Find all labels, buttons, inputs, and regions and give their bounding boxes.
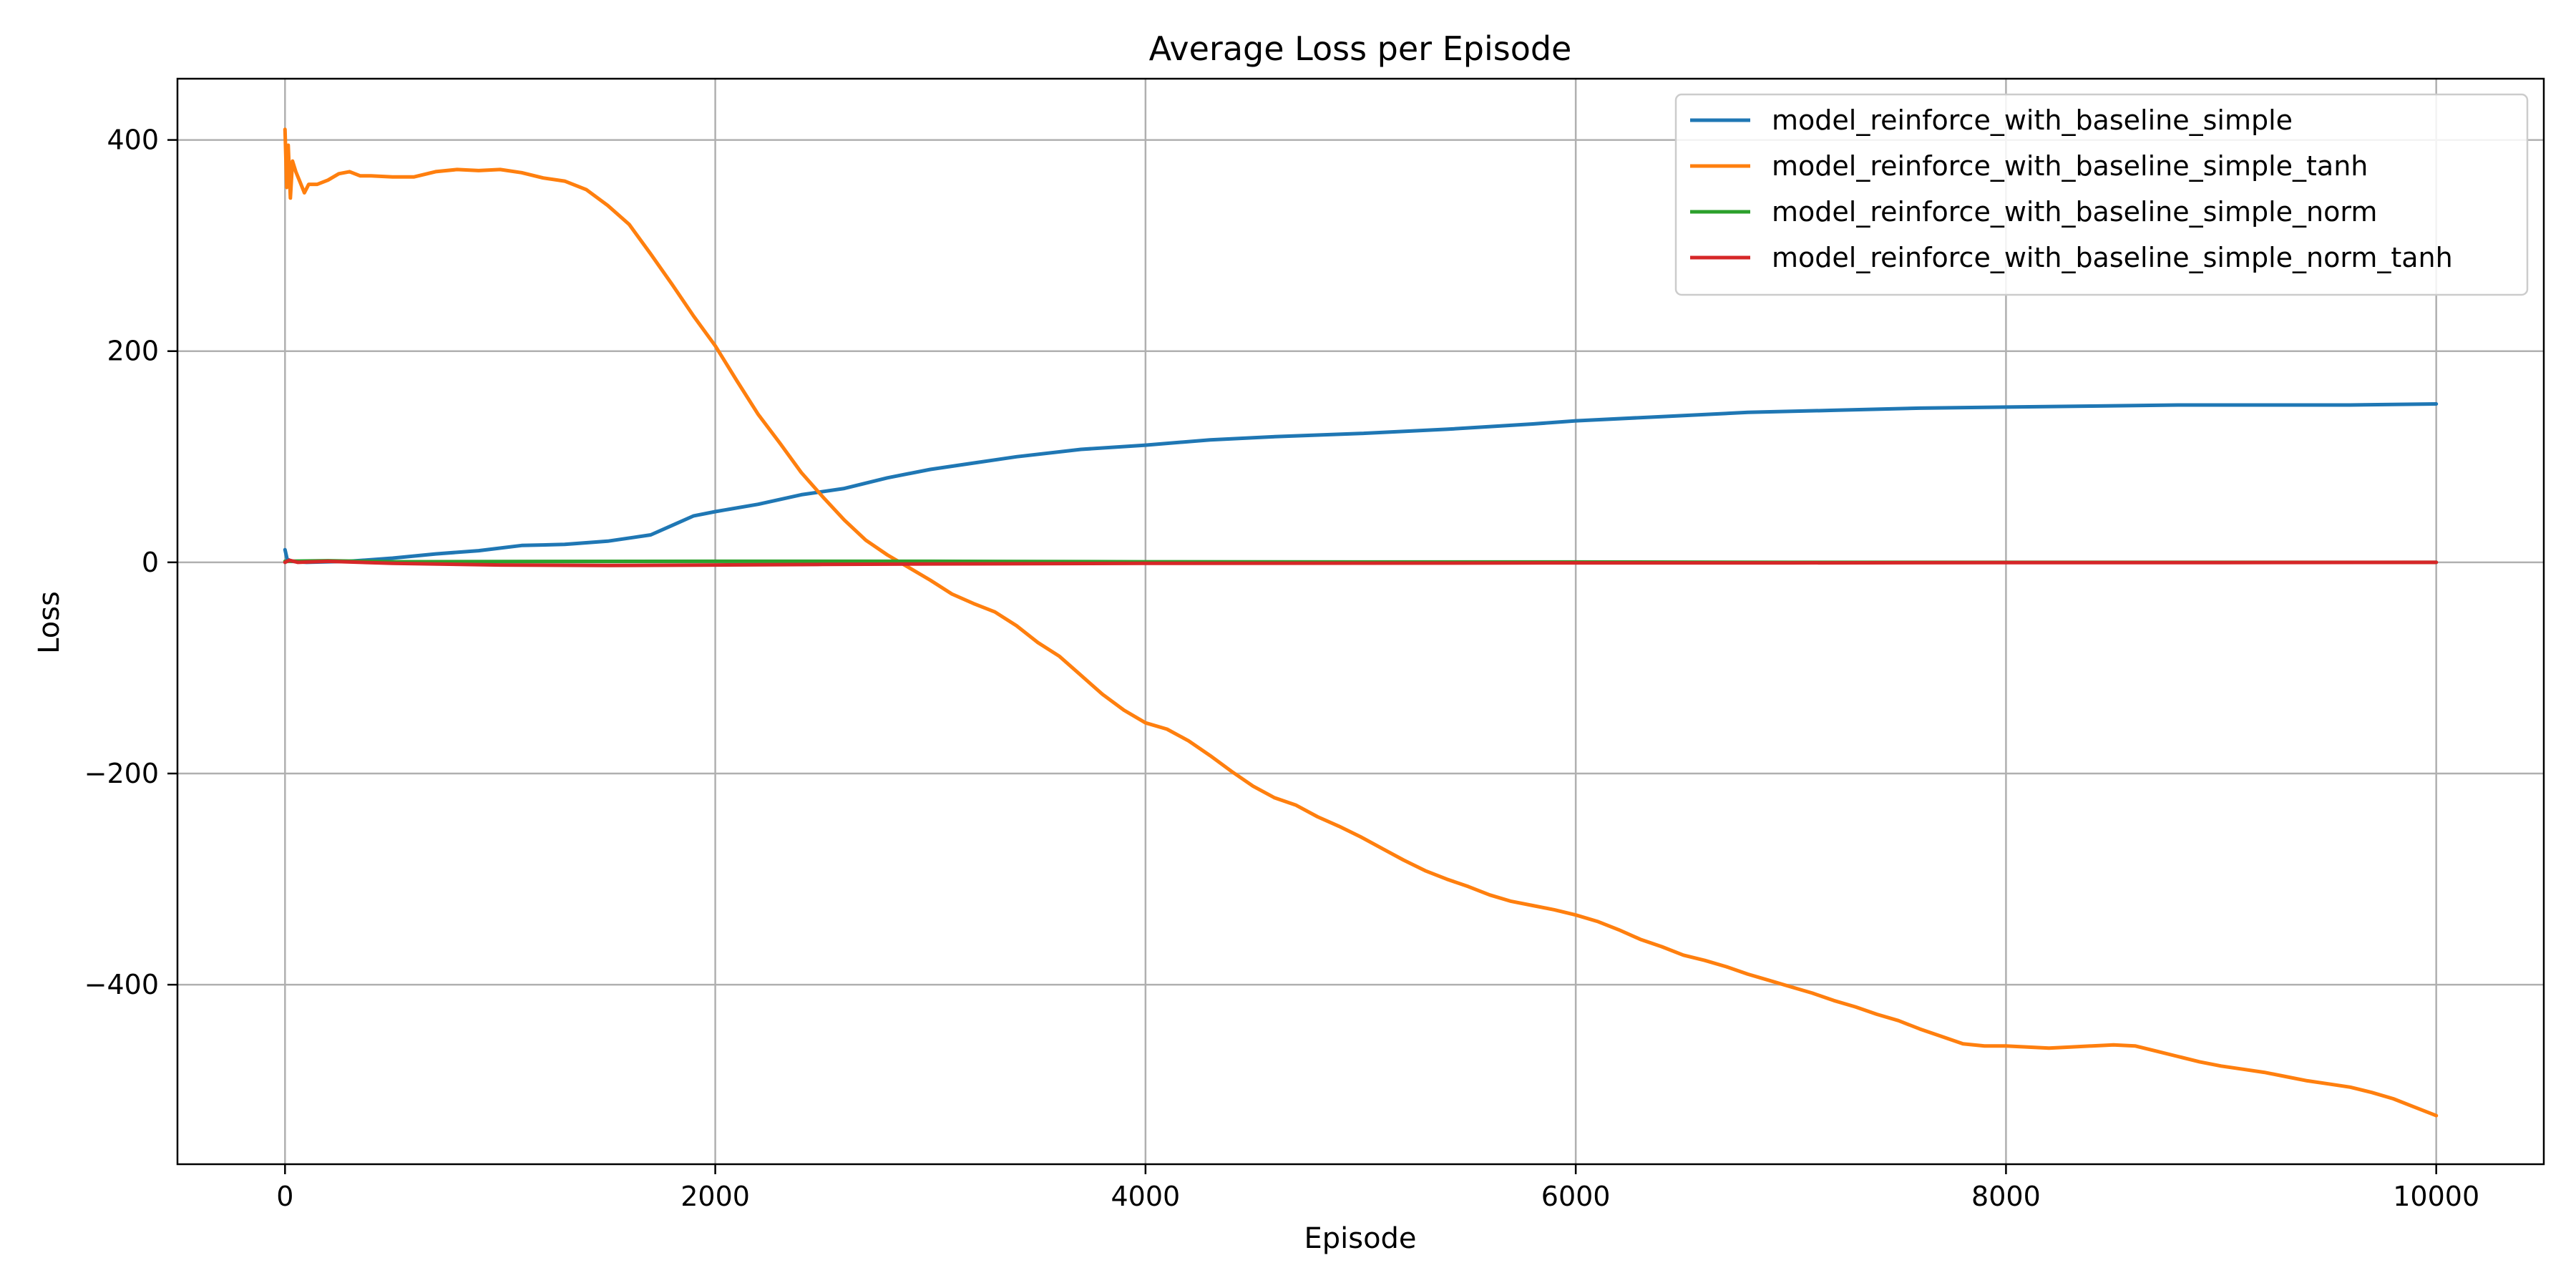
legend-entry: model_reinforce_with_baseline_simple: [1772, 104, 2293, 136]
x-tick-label: 0: [276, 1181, 293, 1212]
y-tick-label: 400: [107, 125, 159, 156]
legend: model_reinforce_with_baseline_simplemode…: [1674, 93, 2529, 296]
y-tick-label: −400: [84, 969, 159, 1000]
legend-frame: [1674, 93, 2529, 296]
y-axis-label: Loss: [33, 591, 66, 654]
x-tick-label: 4000: [1111, 1181, 1181, 1212]
legend-entry: model_reinforce_with_baseline_simple_nor…: [1772, 242, 2453, 273]
series-line-1: [283, 402, 2439, 565]
y-tick-label: 0: [142, 547, 159, 578]
x-axis-label: Episode: [1304, 1222, 1416, 1255]
legend-entry: model_reinforce_with_baseline_simple_nor…: [1772, 196, 2377, 228]
series-lines: [283, 127, 2439, 1118]
x-tick-label: 6000: [1541, 1181, 1611, 1212]
legend-entry: model_reinforce_with_baseline_simple_tan…: [1772, 150, 2368, 182]
y-tick-label: 200: [107, 336, 159, 367]
y-tick-label: −200: [84, 758, 159, 789]
axis-ticks: 0 2000 4000 6000 8000 10000 −400 −200 0 200 400: [84, 125, 2480, 1212]
series-line-4: [283, 558, 2439, 567]
x-tick-label: 8000: [1971, 1181, 2041, 1212]
chart-title: Average Loss per Episode: [1149, 29, 1572, 68]
x-tick-label: 10000: [2393, 1181, 2479, 1212]
plot-frame: [176, 77, 2545, 1166]
x-tick-label: 2000: [680, 1181, 750, 1212]
series-line-2: [283, 127, 2439, 1118]
